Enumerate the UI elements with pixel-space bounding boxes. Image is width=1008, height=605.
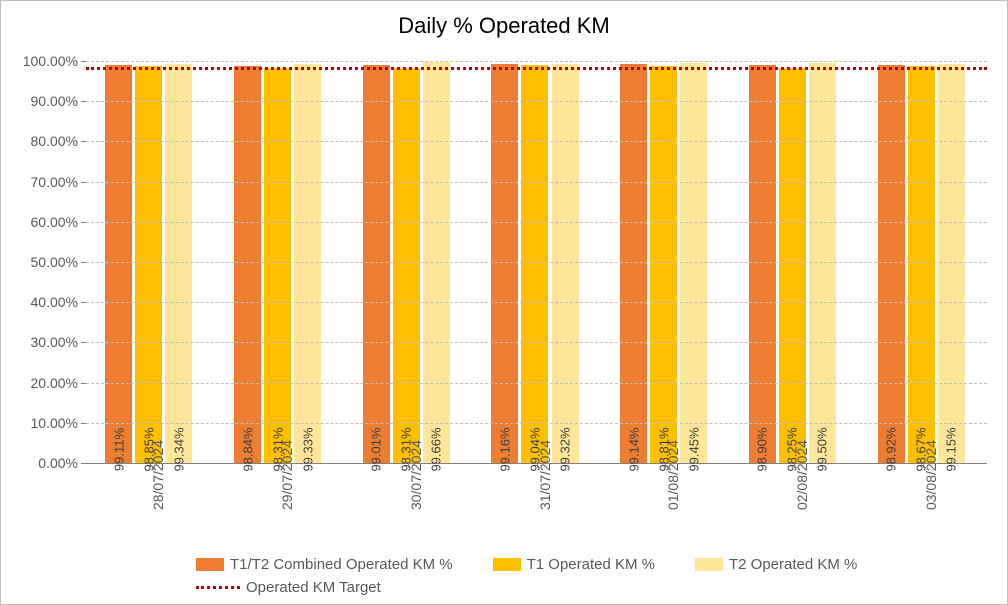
x-axis-label: 02/08/2024 bbox=[794, 440, 810, 510]
target-line bbox=[86, 67, 987, 70]
grid-line bbox=[86, 302, 987, 303]
bar: 98.67% bbox=[908, 66, 935, 463]
legend-item: T1/T2 Combined Operated KM % bbox=[196, 556, 453, 573]
bar: 99.45% bbox=[680, 63, 707, 463]
bar-value-label: 99.50% bbox=[815, 427, 830, 471]
bar: 98.81% bbox=[650, 66, 677, 463]
y-tick bbox=[81, 302, 86, 303]
bar-value-label: 99.66% bbox=[429, 427, 444, 471]
y-tick bbox=[81, 182, 86, 183]
y-axis-label: 40.00% bbox=[31, 294, 78, 310]
bar-value-label: 99.33% bbox=[300, 427, 315, 471]
bar: 99.16% bbox=[491, 64, 518, 463]
grid-line bbox=[86, 262, 987, 263]
y-axis-label: 30.00% bbox=[31, 334, 78, 350]
legend-label: T2 Operated KM % bbox=[729, 556, 857, 573]
bar-value-label: 99.45% bbox=[686, 427, 701, 471]
bar: 99.04% bbox=[521, 65, 548, 463]
y-tick bbox=[81, 383, 86, 384]
grid-line bbox=[86, 342, 987, 343]
x-axis-label: 01/08/2024 bbox=[665, 440, 681, 510]
y-tick bbox=[81, 101, 86, 102]
bar: 99.01% bbox=[363, 65, 390, 463]
legend-swatch bbox=[695, 558, 723, 571]
y-tick bbox=[81, 423, 86, 424]
bar-value-label: 99.15% bbox=[944, 427, 959, 471]
legend-swatch bbox=[493, 558, 521, 571]
y-axis-label: 20.00% bbox=[31, 375, 78, 391]
bar-value-label: 99.14% bbox=[626, 427, 641, 471]
bar: 98.31% bbox=[264, 68, 291, 463]
legend-item: T1 Operated KM % bbox=[493, 556, 655, 573]
bar-value-label: 99.16% bbox=[497, 427, 512, 471]
legend-label: T1 Operated KM % bbox=[527, 556, 655, 573]
y-axis-label: 60.00% bbox=[31, 214, 78, 230]
grid-line bbox=[86, 182, 987, 183]
legend: T1/T2 Combined Operated KM % T1 Operated … bbox=[196, 556, 987, 596]
bar: 99.14% bbox=[620, 64, 647, 463]
y-axis-label: 0.00% bbox=[38, 455, 78, 471]
chart-title: Daily % Operated KM bbox=[1, 1, 1007, 47]
bar-value-label: 99.11% bbox=[111, 428, 126, 471]
y-axis-label: 50.00% bbox=[31, 254, 78, 270]
bar-value-label: 98.84% bbox=[240, 427, 255, 471]
bar: 98.90% bbox=[749, 65, 776, 463]
legend-label: T1/T2 Combined Operated KM % bbox=[230, 556, 453, 573]
y-axis-label: 90.00% bbox=[31, 93, 78, 109]
legend-label: Operated KM Target bbox=[246, 579, 381, 596]
y-axis-label: 100.00% bbox=[23, 53, 78, 69]
y-axis-label: 10.00% bbox=[31, 415, 78, 431]
legend-swatch bbox=[196, 558, 224, 571]
y-tick bbox=[81, 61, 86, 62]
grid-line bbox=[86, 61, 987, 62]
bar-value-label: 99.32% bbox=[558, 427, 573, 471]
plot-area: 99.11%98.85%99.34%98.84%98.31%99.33%99.0… bbox=[86, 61, 987, 464]
bar: 99.50% bbox=[809, 63, 836, 463]
grid-line bbox=[86, 101, 987, 102]
bar-value-label: 98.90% bbox=[755, 427, 770, 471]
x-axis-label: 31/07/2024 bbox=[537, 440, 553, 510]
y-tick bbox=[81, 141, 86, 142]
y-tick bbox=[81, 222, 86, 223]
x-axis-label: 30/07/2024 bbox=[408, 440, 424, 510]
bar-value-label: 98.92% bbox=[884, 427, 899, 471]
grid-line bbox=[86, 383, 987, 384]
bar: 99.34% bbox=[165, 64, 192, 463]
grid-line bbox=[86, 423, 987, 424]
y-tick bbox=[81, 342, 86, 343]
bar: 98.25% bbox=[779, 68, 806, 463]
bar: 99.32% bbox=[552, 64, 579, 463]
legend-line-icon bbox=[196, 586, 240, 589]
bar: 99.15% bbox=[938, 64, 965, 463]
grid-line bbox=[86, 222, 987, 223]
y-tick bbox=[81, 463, 86, 464]
x-axis-label: 29/07/2024 bbox=[279, 440, 295, 510]
bar: 98.85% bbox=[135, 66, 162, 463]
y-axis-label: 70.00% bbox=[31, 174, 78, 190]
legend-item: Operated KM Target bbox=[196, 579, 381, 596]
bar-value-label: 99.34% bbox=[171, 427, 186, 471]
x-axis-label: 03/08/2024 bbox=[923, 440, 939, 510]
chart-container: Daily % Operated KM 99.11%98.85%99.34%98… bbox=[0, 0, 1008, 605]
y-tick bbox=[81, 262, 86, 263]
bar: 98.84% bbox=[234, 66, 261, 463]
bar: 99.33% bbox=[294, 64, 321, 463]
bar: 98.92% bbox=[878, 65, 905, 463]
grid-line bbox=[86, 141, 987, 142]
bar-value-label: 99.01% bbox=[369, 427, 384, 471]
bar: 99.11% bbox=[105, 65, 132, 463]
x-axis-label: 28/07/2024 bbox=[150, 440, 166, 510]
legend-item: T2 Operated KM % bbox=[695, 556, 857, 573]
y-axis-label: 80.00% bbox=[31, 133, 78, 149]
bar: 98.31% bbox=[393, 68, 420, 463]
